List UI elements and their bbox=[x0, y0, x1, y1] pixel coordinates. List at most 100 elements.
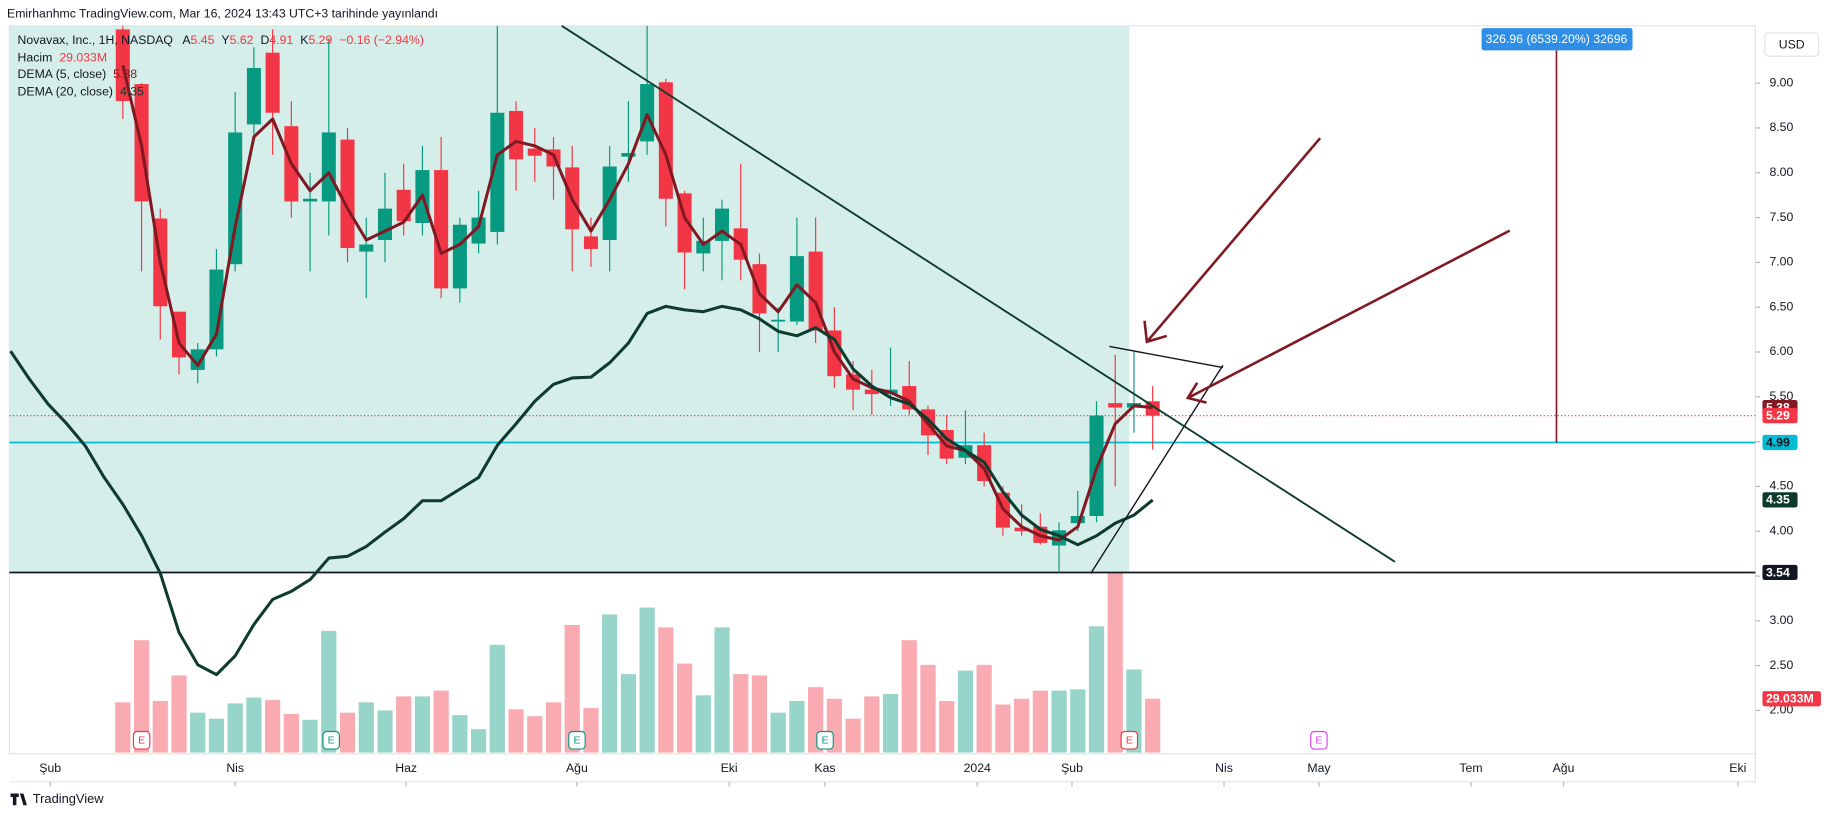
volume-bar bbox=[508, 709, 524, 753]
candle-body bbox=[864, 389, 879, 395]
volume-bar bbox=[171, 675, 187, 753]
price-badge-label: 29.033M bbox=[1766, 692, 1814, 706]
volume-bar bbox=[789, 701, 805, 753]
volume-bar bbox=[527, 716, 543, 753]
volume-bar bbox=[452, 715, 468, 753]
x-tick-label: Kas bbox=[814, 761, 835, 775]
price-badge bbox=[1762, 492, 1798, 508]
candle-body bbox=[265, 52, 280, 113]
volume-bar bbox=[302, 719, 318, 753]
hline-layer bbox=[9, 415, 1756, 574]
arrow bbox=[1145, 137, 1322, 343]
legend-key: DEMA (20, close) bbox=[18, 85, 113, 99]
candle-body bbox=[434, 170, 449, 289]
legend-key: DEMA (5, close) bbox=[18, 67, 107, 81]
arrow-head bbox=[1143, 320, 1168, 344]
legend-change: −0.16 (−2.94%) bbox=[339, 33, 424, 47]
volume-bar bbox=[714, 627, 730, 753]
volume-bar bbox=[920, 664, 936, 753]
volume-bar bbox=[1145, 698, 1161, 753]
measure-box bbox=[1481, 28, 1633, 51]
volume-bar bbox=[751, 675, 768, 753]
candle-body bbox=[846, 374, 861, 390]
volume-bar bbox=[1032, 690, 1048, 753]
indicator-line bbox=[121, 64, 1153, 542]
legend-name: Novavax, Inc., 1H, NASDAQ bbox=[18, 33, 173, 47]
candle-body bbox=[321, 132, 336, 202]
logo bbox=[10, 793, 27, 806]
trend-line bbox=[561, 25, 1396, 563]
volume-bar bbox=[115, 702, 131, 753]
candle-body bbox=[621, 153, 636, 157]
volume-bar bbox=[770, 712, 786, 753]
candle-body bbox=[527, 148, 542, 156]
y-tick-label: 9.00 bbox=[1769, 75, 1793, 89]
volume-bar bbox=[433, 690, 449, 753]
candle-body bbox=[190, 349, 205, 370]
volume-bar bbox=[939, 701, 955, 753]
legend-volume: Hacim 29.033M bbox=[18, 51, 108, 65]
volume-bar bbox=[377, 710, 393, 753]
volume-bar bbox=[190, 712, 206, 753]
candle-body bbox=[696, 240, 711, 254]
candle-body bbox=[658, 82, 673, 199]
legend-value: 5.45 bbox=[191, 33, 215, 47]
legend-value: 29.033M bbox=[59, 51, 107, 65]
arrow bbox=[1187, 229, 1511, 400]
earnings-badge bbox=[1120, 730, 1139, 750]
volume-bar bbox=[321, 630, 337, 753]
volume-bar bbox=[1107, 572, 1123, 753]
y-tick-label: 8.00 bbox=[1769, 165, 1793, 179]
earnings-text: E bbox=[328, 735, 335, 747]
candle-body bbox=[1145, 401, 1160, 416]
volume-layer bbox=[115, 572, 1161, 753]
volume-bar bbox=[152, 701, 168, 753]
volume-bar bbox=[396, 696, 412, 753]
price-badge-label: 4.99 bbox=[1766, 435, 1790, 449]
volume-bar bbox=[227, 703, 243, 753]
volume-bar bbox=[1070, 689, 1086, 753]
legend-key: K bbox=[300, 33, 309, 47]
legend-key: D bbox=[261, 33, 270, 47]
legend-value: 5.29 bbox=[308, 33, 332, 47]
y-tick-label: 6.00 bbox=[1769, 344, 1793, 358]
price-badge bbox=[1762, 434, 1798, 451]
candle-body bbox=[509, 110, 524, 160]
volume-bar bbox=[957, 670, 974, 753]
earnings-text: E bbox=[1126, 735, 1133, 747]
earnings-badge bbox=[132, 730, 151, 750]
footer: TradingView bbox=[33, 791, 104, 806]
y-tick-label: 3.00 bbox=[1769, 613, 1793, 627]
volume-bar bbox=[733, 674, 749, 753]
earnings-text: E bbox=[573, 735, 580, 747]
volume-bar bbox=[620, 674, 637, 753]
trend-line bbox=[1109, 345, 1224, 369]
volume-bar bbox=[583, 708, 599, 753]
candle-body bbox=[246, 67, 261, 125]
earnings-badge bbox=[322, 730, 340, 750]
volume-bar bbox=[658, 627, 674, 753]
x-tick-label: May bbox=[1307, 761, 1331, 775]
volume-bar bbox=[1088, 626, 1105, 753]
y-tick-label: 4.50 bbox=[1769, 479, 1793, 493]
x-tick-label: Haz bbox=[395, 761, 417, 775]
x-tick-label: Şub bbox=[1061, 761, 1083, 775]
candle-body bbox=[471, 217, 486, 244]
candle-body bbox=[490, 112, 505, 232]
earnings-text: E bbox=[822, 735, 829, 747]
candle-body bbox=[452, 224, 467, 289]
price-badge bbox=[1762, 564, 1798, 581]
volume-bar bbox=[976, 664, 992, 753]
arrow-head bbox=[1185, 382, 1207, 404]
volume-bar bbox=[208, 718, 225, 753]
volume-bar bbox=[901, 640, 917, 753]
earnings-text: E bbox=[138, 735, 145, 747]
volume-bar bbox=[676, 663, 693, 753]
price-badge-label: 3.54 bbox=[1766, 565, 1790, 579]
candle-body bbox=[359, 244, 374, 252]
x-tick-label: Ağu bbox=[1553, 761, 1575, 775]
candle-body bbox=[396, 189, 411, 222]
header: Emirhanhmc TradingView.com, Mar 16, 2024… bbox=[7, 6, 438, 20]
y-tick-label: 7.00 bbox=[1769, 255, 1793, 269]
